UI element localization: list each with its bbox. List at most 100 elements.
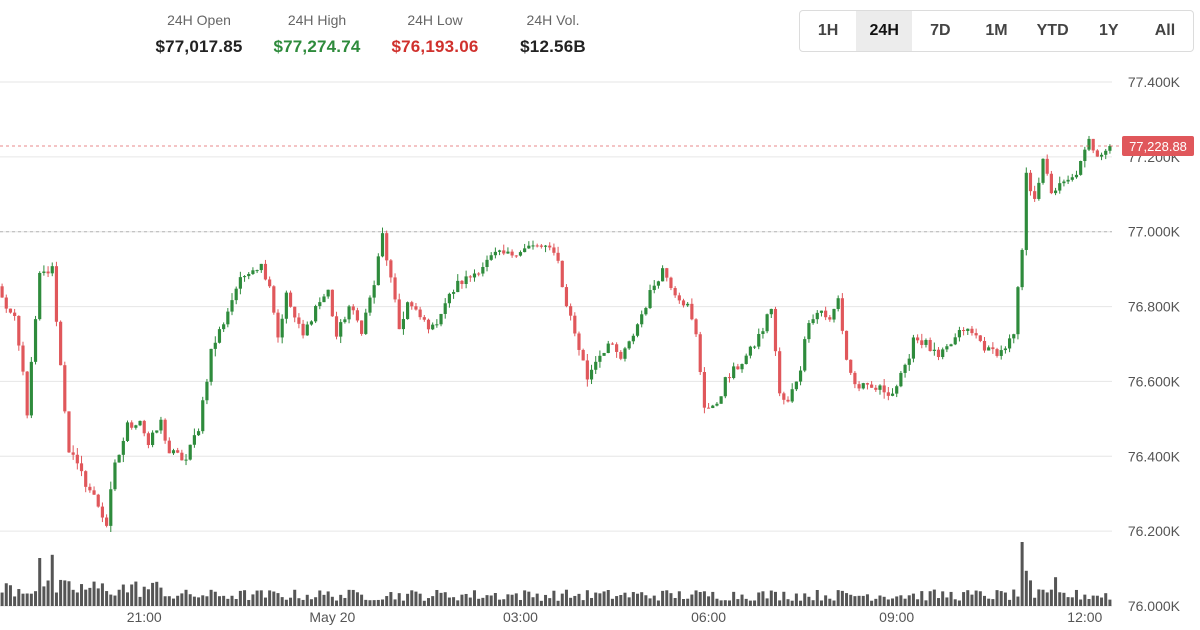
candle-body [836, 298, 840, 309]
volume-bar [272, 591, 276, 606]
candle-body [497, 250, 502, 252]
candle-body [418, 309, 422, 318]
volume-bar [167, 596, 171, 606]
volume-bar [34, 591, 38, 606]
volume-bar [1095, 595, 1099, 606]
candle-body [385, 233, 389, 261]
volume-bar [803, 593, 807, 606]
volume-bar [673, 597, 677, 606]
volume-bar [1074, 589, 1078, 606]
candle-body [1041, 158, 1045, 183]
volume-bar [727, 600, 731, 606]
candle-body [1099, 154, 1104, 157]
volume-bar [765, 598, 769, 606]
candle-body [334, 316, 339, 337]
stat-low-value: $76,193.06 [391, 37, 479, 56]
volume-bar [280, 597, 284, 606]
volume-bar [464, 593, 468, 606]
candle-body [815, 312, 819, 320]
candle-body [665, 268, 669, 278]
candle-body [694, 319, 698, 335]
candle-body [916, 337, 920, 341]
tab-7d[interactable]: 7D [930, 22, 951, 39]
volume-bar [698, 592, 702, 606]
candle-body [468, 276, 472, 278]
candle-body [46, 271, 50, 274]
volume-bar [539, 600, 543, 606]
volume-bar [335, 600, 339, 606]
tab-1y[interactable]: 1Y [1098, 22, 1119, 39]
candle-body [539, 245, 543, 247]
stat-high: 24H High $77,274.74 [258, 10, 376, 57]
volume-bar [347, 589, 351, 606]
candle-body [585, 360, 589, 380]
volume-bar [903, 598, 907, 606]
candle-body [326, 289, 330, 297]
candle-body [4, 297, 8, 309]
volume-bar [46, 580, 50, 606]
volume-bar [481, 597, 485, 606]
candle-body [155, 430, 159, 433]
volume-bar [811, 600, 815, 606]
tab-24h[interactable]: 24H [856, 11, 913, 51]
candle-body [706, 407, 711, 409]
volume-bar [414, 591, 418, 606]
volume-bar [953, 599, 957, 606]
candle-body [309, 321, 314, 325]
candle-body [59, 321, 63, 366]
volume-bar [552, 590, 556, 606]
volume-bar [100, 583, 104, 606]
candle-body [719, 396, 723, 404]
volume-bar [452, 597, 456, 606]
volume-bar [1100, 597, 1104, 606]
candle-body [577, 333, 581, 350]
volume-bar [109, 594, 113, 606]
volume-bar [59, 579, 63, 606]
timeframe-tabs: 1H 24H 7D 1M YTD 1Y All [799, 10, 1194, 52]
candle-body [443, 303, 447, 314]
candle-body [472, 273, 477, 278]
volume-bar [1016, 596, 1020, 606]
volume-bar [113, 595, 117, 606]
stat-volume-label: 24H Vol. [526, 12, 580, 28]
volume-bar [368, 600, 372, 606]
candle-body [527, 245, 531, 249]
volume-bar [1037, 589, 1041, 606]
candle-body [0, 286, 4, 298]
candle-body [268, 279, 272, 287]
volume-bar [435, 589, 439, 606]
stat-volume: 24H Vol. $12.56B [494, 10, 612, 57]
tab-ytd[interactable]: YTD [1036, 22, 1069, 39]
candle-body [673, 288, 677, 296]
volume-bar [1020, 542, 1024, 606]
candle-body [631, 335, 635, 342]
candle-body [1024, 172, 1028, 250]
volume-bar [878, 595, 882, 606]
candle-body [798, 370, 803, 382]
candle-body [54, 266, 59, 322]
volume-bar [314, 597, 318, 606]
volume-bar [251, 594, 255, 606]
candle-body [230, 300, 234, 312]
volume-bar [431, 596, 435, 606]
candle-body [397, 299, 401, 330]
candle-body [1012, 334, 1016, 339]
candle-body [715, 403, 719, 406]
volume-bar [640, 592, 644, 606]
volume-bar [606, 589, 610, 606]
candle-body [941, 349, 945, 358]
candle-body [130, 422, 134, 428]
candle-body [740, 363, 744, 370]
volume-bar [907, 595, 911, 606]
volume-bar [790, 600, 794, 606]
tab-1m[interactable]: 1M [985, 22, 1008, 39]
candle-body [962, 330, 966, 332]
candle-body [288, 292, 293, 307]
volume-bar [63, 580, 67, 606]
tab-all[interactable]: All [1154, 22, 1176, 39]
candle-body [322, 296, 326, 303]
candle-body [623, 348, 627, 359]
candle-body [1007, 338, 1012, 349]
tab-1h[interactable]: 1H [817, 22, 839, 39]
